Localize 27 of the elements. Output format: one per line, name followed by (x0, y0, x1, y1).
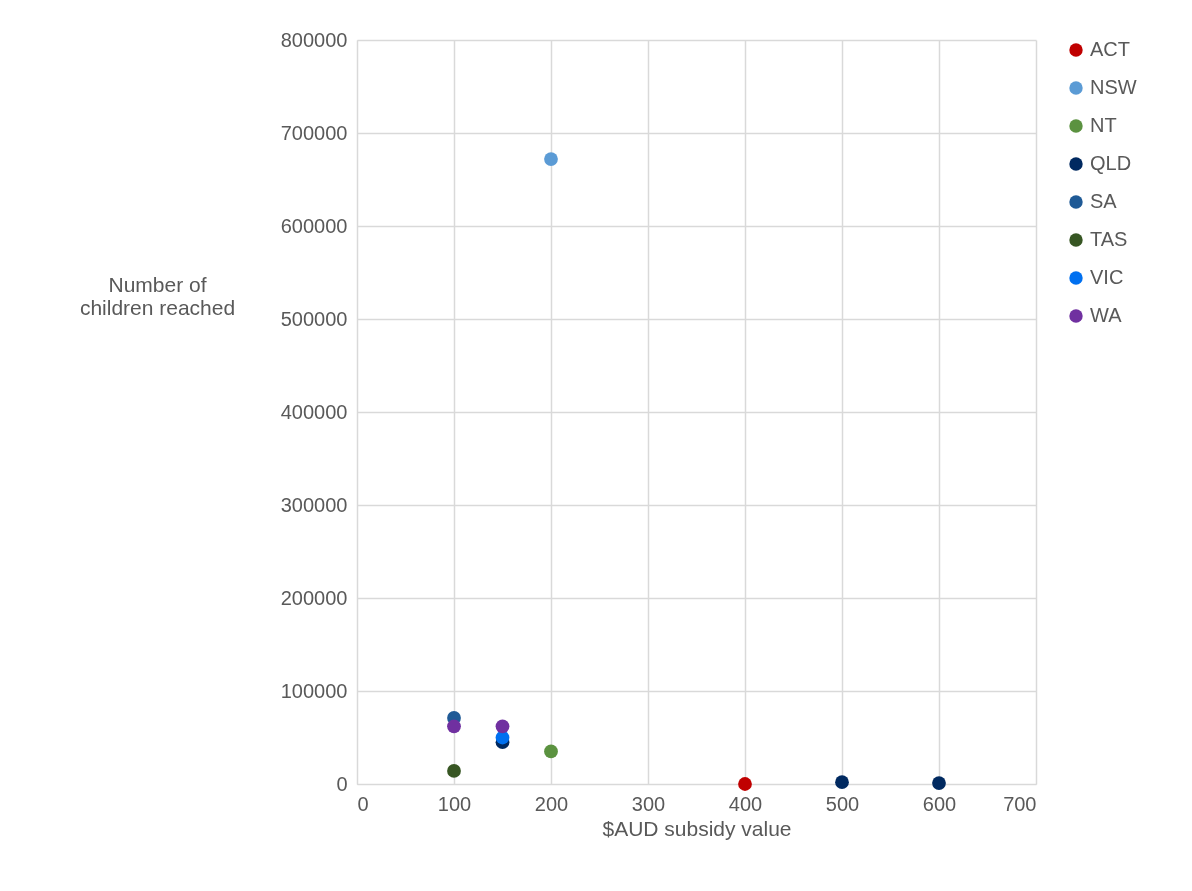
y-tick-label: 300000 (280, 493, 348, 516)
y-tick-label: 200000 (280, 586, 348, 609)
y-tick-label: 0 (336, 772, 348, 795)
x-tick-label: 500 (825, 792, 860, 815)
x-tick-label: 700 (1003, 792, 1037, 815)
legend-label: QLD (1090, 152, 1132, 174)
x-tick-label: 200 (534, 792, 569, 815)
x-axis-title: $AUD subsidy value (602, 816, 792, 840)
legend-label: ACT (1090, 38, 1130, 60)
legend-label: NT (1090, 114, 1117, 136)
y-tick-label: 400000 (280, 400, 348, 423)
legend-label: NSW (1090, 76, 1137, 98)
y-tick-label: 800000 (280, 28, 348, 51)
legend-label: WA (1090, 304, 1123, 326)
x-tick-label: 100 (437, 792, 472, 815)
y-tick-label: 500000 (280, 307, 348, 330)
y-tick-label: 700000 (280, 121, 348, 144)
x-tick-label: 300 (631, 792, 666, 815)
x-tick-label: 600 (922, 792, 957, 815)
y-axis-title: Number of children reached (79, 272, 236, 319)
legend-label: TAS (1090, 228, 1128, 250)
y-tick-label: 100000 (280, 679, 348, 702)
x-tick-label: 0 (357, 792, 369, 815)
legend-label: VIC (1090, 266, 1124, 288)
y-tick-label: 600000 (280, 214, 348, 237)
x-tick-label: 400 (728, 792, 763, 815)
legend-label: SA (1090, 190, 1118, 212)
